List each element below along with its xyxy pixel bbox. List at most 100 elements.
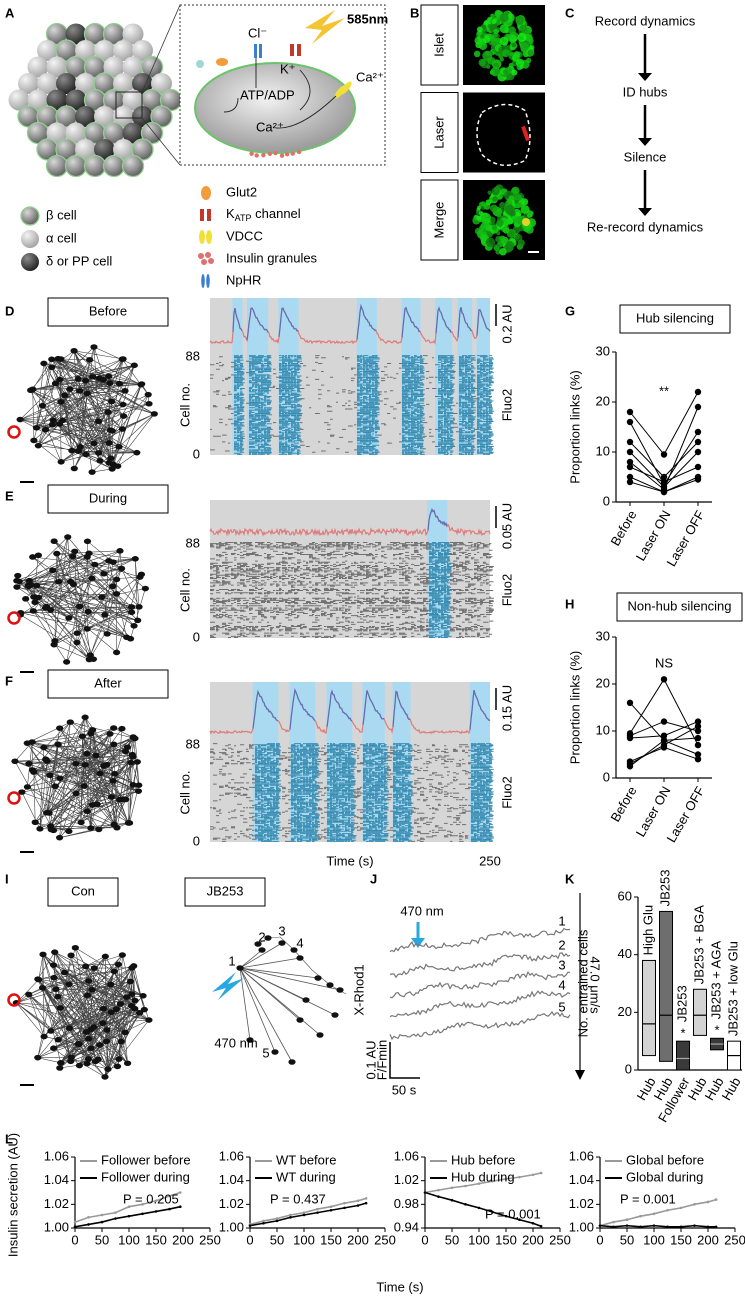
x-tick-label: 100 bbox=[293, 1232, 315, 1247]
y-tick-label: 1.06 bbox=[569, 1148, 594, 1163]
series-line bbox=[74, 1191, 181, 1223]
panel-letter: K bbox=[565, 871, 575, 886]
group-label: High Glu bbox=[640, 905, 655, 956]
network-node bbox=[23, 784, 32, 790]
network-node bbox=[76, 603, 84, 610]
y-tick-label: 30 bbox=[596, 343, 610, 358]
data-point bbox=[694, 388, 702, 396]
islet-cell bbox=[27, 89, 49, 111]
data-point bbox=[694, 734, 702, 742]
annotation: P = 0.205 bbox=[123, 1191, 179, 1206]
cell-tick-label: 0 bbox=[193, 833, 200, 848]
network-node bbox=[104, 1066, 112, 1072]
fluorescence bbox=[507, 26, 516, 35]
x-tick-label: 0 bbox=[246, 1232, 253, 1247]
network-node bbox=[94, 1056, 102, 1063]
legend-icon bbox=[20, 206, 40, 226]
network-node bbox=[121, 1029, 129, 1036]
axis-label: Time (s) bbox=[326, 853, 373, 868]
fluorescence bbox=[493, 245, 500, 251]
calcium-trace-active bbox=[252, 687, 491, 730]
network-node bbox=[127, 1002, 136, 1009]
islet-cell bbox=[151, 73, 172, 94]
network-node bbox=[51, 380, 60, 387]
fluorescence bbox=[476, 26, 483, 33]
fluorescence bbox=[502, 226, 510, 234]
workflow-arrowhead bbox=[638, 208, 652, 216]
y-tick-label: 1.06 bbox=[219, 1148, 244, 1163]
panel-letter: A bbox=[5, 5, 15, 20]
fluorescence bbox=[480, 34, 485, 39]
network-node bbox=[108, 398, 116, 405]
fluorescence bbox=[519, 226, 524, 232]
network-node bbox=[48, 364, 56, 371]
islet-cell bbox=[94, 106, 115, 127]
network-node bbox=[65, 981, 73, 988]
row-label-box bbox=[420, 4, 459, 86]
fluorescence bbox=[499, 36, 509, 46]
legend-label: Insulin granules bbox=[226, 250, 318, 265]
network-node bbox=[99, 1020, 107, 1026]
network-node bbox=[107, 981, 115, 988]
inset-arrow bbox=[223, 58, 337, 129]
legend-label: Follower before bbox=[101, 1152, 191, 1167]
islet-cell bbox=[94, 139, 115, 160]
islet-cell bbox=[65, 122, 87, 144]
x-tick-label: 50 bbox=[445, 1232, 459, 1247]
hub-highlight bbox=[7, 993, 21, 1007]
x-tick-label: 250 bbox=[199, 1232, 221, 1247]
network-node bbox=[96, 457, 104, 464]
laser-spot bbox=[521, 125, 530, 142]
condition-label: Before bbox=[89, 303, 127, 318]
network-node bbox=[113, 1063, 122, 1070]
islet-cell bbox=[140, 55, 164, 79]
network-node bbox=[100, 763, 108, 769]
fluorescence bbox=[509, 33, 516, 40]
data-point bbox=[694, 428, 702, 436]
islet-cell bbox=[45, 154, 69, 178]
cell-tick-label: 88 bbox=[186, 348, 200, 363]
fluorescence bbox=[511, 186, 520, 196]
network-node bbox=[72, 760, 80, 767]
npHR-icon bbox=[259, 44, 262, 58]
condition-label: Con bbox=[71, 883, 95, 898]
network-node bbox=[11, 758, 19, 765]
network-node bbox=[57, 458, 65, 465]
data-point bbox=[626, 448, 634, 456]
network-node bbox=[25, 991, 33, 998]
merge-spot bbox=[522, 218, 530, 226]
network-node bbox=[90, 965, 98, 971]
network-node bbox=[74, 448, 83, 454]
katp-icon bbox=[290, 44, 294, 56]
fluorescence bbox=[502, 69, 509, 75]
network-node bbox=[75, 388, 84, 394]
data-point bbox=[660, 741, 668, 749]
series-line bbox=[599, 1198, 717, 1227]
network-node bbox=[73, 630, 81, 636]
hub-highlight bbox=[7, 791, 21, 805]
fluorescence bbox=[493, 28, 499, 35]
y-tick-label: 1.02 bbox=[569, 1196, 594, 1211]
islet-cell bbox=[27, 56, 49, 78]
glucose-icon bbox=[196, 60, 204, 68]
fluorescence bbox=[473, 50, 481, 58]
network-node bbox=[88, 469, 96, 475]
data-point bbox=[626, 478, 634, 486]
granule bbox=[254, 153, 259, 158]
y-tick-label: 0.98 bbox=[394, 1196, 419, 1211]
islet-cell bbox=[65, 23, 87, 45]
row-label: Laser bbox=[431, 116, 446, 149]
y-tick-label: 1.02 bbox=[44, 1196, 69, 1211]
data-point bbox=[694, 727, 702, 735]
legend-icon bbox=[21, 253, 39, 271]
network-node bbox=[96, 770, 104, 777]
network-node bbox=[56, 1005, 65, 1011]
network-node bbox=[117, 1038, 125, 1045]
row-label-box bbox=[420, 92, 459, 173]
data-point bbox=[626, 463, 634, 471]
data-point bbox=[660, 488, 668, 496]
calcium-trace bbox=[389, 1010, 571, 1041]
annotation: P = 0.437 bbox=[270, 1191, 326, 1206]
islet-cell bbox=[64, 154, 88, 178]
islet-cell bbox=[122, 56, 144, 78]
